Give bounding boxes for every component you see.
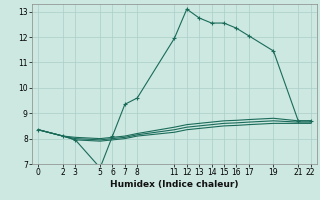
- X-axis label: Humidex (Indice chaleur): Humidex (Indice chaleur): [110, 180, 239, 189]
